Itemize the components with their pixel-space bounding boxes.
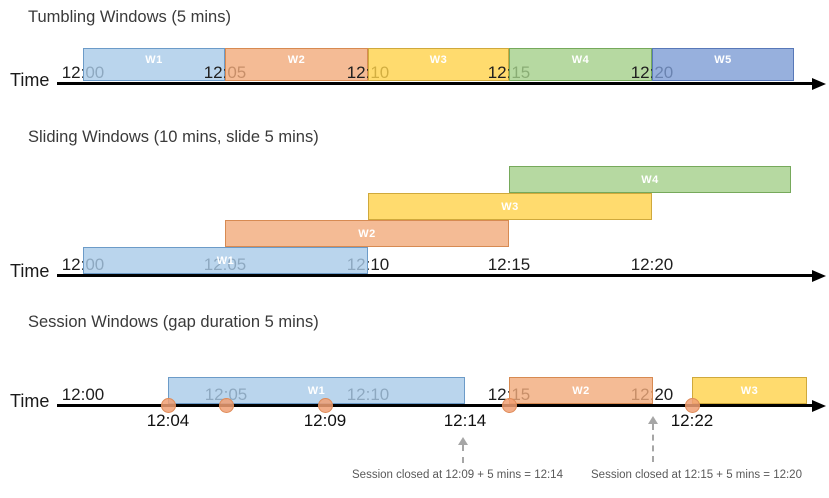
event-time-label: 12:22 [670, 411, 714, 430]
axis-tick-label: 12:00 [61, 385, 105, 404]
event-dot-icon [684, 398, 700, 413]
window-bar-w1: W1 [168, 377, 465, 404]
event-dot-icon [160, 398, 176, 413]
event-time-label: 12:09 [303, 411, 347, 430]
session-close-caption: Session closed at 12:15 + 5 mins = 12:20 [591, 469, 802, 481]
time-axis-label: Time [10, 261, 50, 281]
window-label: W3 [740, 384, 759, 397]
window-bar-w4: W4 [509, 48, 652, 81]
section-title-session: Session Windows (gap duration 5 mins) [28, 313, 319, 331]
time-axis [57, 82, 812, 85]
axis-tick-label: 12:20 [630, 255, 674, 274]
window-bar-w2: W2 [225, 48, 368, 81]
window-label: W4 [571, 54, 590, 66]
time-axis-arrowhead-icon [812, 269, 826, 282]
event-dot-icon [317, 398, 333, 413]
window-label: W1 [307, 384, 326, 397]
session-close-arrow-line [462, 445, 464, 463]
session-close-arrow-line [652, 424, 654, 462]
session-close-arrowhead-icon [648, 416, 658, 424]
session-close-caption: Session closed at 12:09 + 5 mins = 12:14 [352, 469, 563, 481]
event-dot-icon [218, 398, 234, 413]
window-label: W1 [216, 254, 235, 267]
time-axis-arrowhead-icon [812, 77, 826, 90]
time-axis [57, 274, 812, 277]
time-axis-arrowhead-icon [812, 399, 826, 412]
time-axis-label: Time [10, 70, 50, 90]
section-title-sliding: Sliding Windows (10 mins, slide 5 mins) [28, 128, 319, 146]
window-bar-w2: W2 [509, 377, 653, 404]
section-title-tumbling: Tumbling Windows (5 mins) [28, 8, 231, 26]
window-bar-w1: W1 [83, 247, 368, 274]
window-label: W2 [572, 384, 590, 397]
window-bar-w3: W3 [368, 48, 509, 81]
time-axis-label: Time [10, 391, 50, 411]
window-label: W1 [145, 54, 163, 66]
window-bar-w2: W2 [225, 220, 509, 247]
session-close-arrowhead-icon [458, 437, 468, 445]
window-label: W4 [641, 173, 659, 186]
window-label: W2 [358, 227, 376, 240]
window-bar-w4: W4 [509, 166, 791, 193]
window-bar-w3: W3 [692, 377, 807, 404]
window-bar-w1: W1 [83, 48, 225, 81]
window-label: W3 [501, 200, 519, 213]
window-label: W2 [287, 54, 306, 66]
window-label: W5 [714, 54, 732, 66]
window-bar-w5: W5 [652, 48, 794, 81]
time-axis [57, 404, 812, 407]
window-bar-w3: W3 [368, 193, 652, 220]
event-dot-icon [501, 398, 517, 413]
axis-tick-label: 12:15 [487, 255, 531, 274]
event-time-label: 12:14 [443, 411, 487, 430]
window-label: W3 [429, 54, 448, 66]
event-time-label: 12:04 [146, 411, 190, 430]
